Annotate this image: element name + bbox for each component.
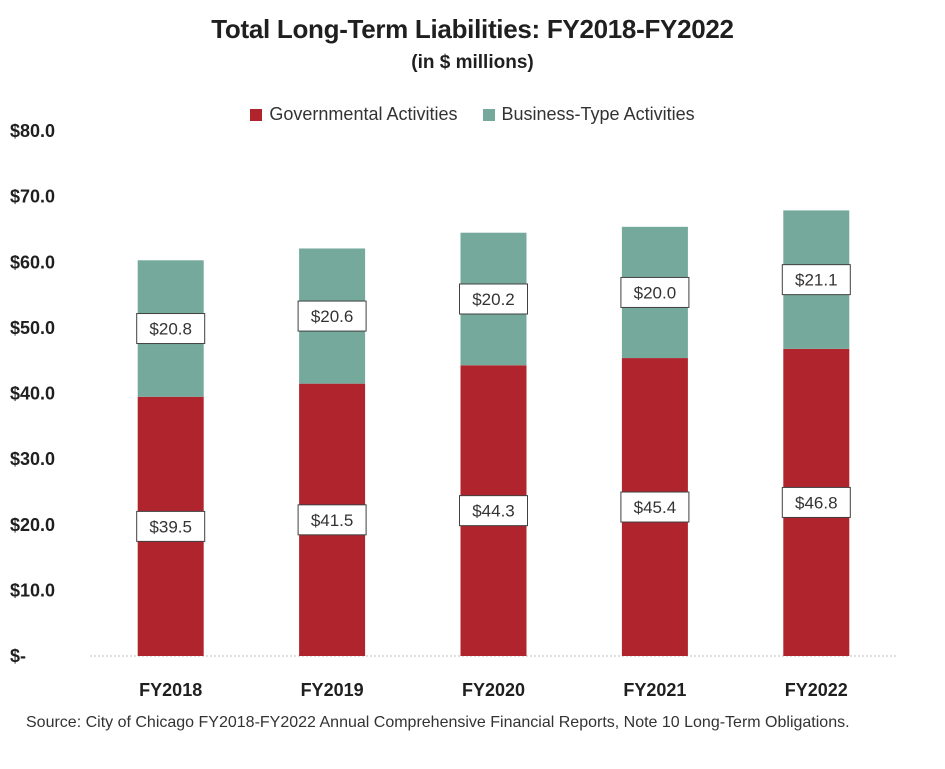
y-tick-label: $70.0: [10, 187, 55, 207]
data-label: $20.6: [311, 307, 354, 326]
data-label-box: [459, 283, 528, 315]
y-tick-label: $10.0: [10, 580, 55, 600]
data-label: $20.0: [634, 283, 677, 302]
data-label-box: [781, 486, 851, 518]
x-tick-label: FY2022: [785, 680, 848, 700]
x-tick-label: FY2018: [139, 680, 202, 700]
data-label: $41.5: [311, 511, 354, 530]
data-label-box: [620, 491, 690, 523]
data-label: $20.8: [149, 320, 192, 339]
data-label-box: [297, 300, 367, 332]
data-label-box: [136, 313, 206, 345]
legend-label-business-type: Business-Type Activities: [501, 104, 695, 124]
data-label: $45.4: [634, 498, 677, 517]
legend-item-governmental: Governmental Activities: [250, 104, 457, 125]
y-tick-label: $50.0: [10, 318, 55, 338]
chart-subtitle: (in $ millions): [411, 52, 534, 73]
data-label: $39.5: [149, 517, 192, 536]
x-tick-label: FY2019: [301, 680, 364, 700]
legend: Governmental Activities Business-Type Ac…: [0, 104, 945, 126]
x-tick-label: FY2020: [462, 680, 525, 700]
data-label-box: [459, 495, 528, 527]
y-tick-label: $30.0: [10, 449, 55, 469]
chart-title: Total Long-Term Liabilities: FY2018-FY20…: [211, 14, 734, 44]
legend-item-business-type: Business-Type Activities: [482, 104, 695, 125]
y-tick-label: $20.0: [10, 515, 55, 535]
legend-swatch-business-type: [482, 108, 495, 121]
data-label: $21.1: [795, 271, 838, 290]
data-label-box: [297, 504, 367, 536]
y-tick-label: $60.0: [10, 252, 55, 272]
data-label-box: [136, 510, 206, 542]
source-note: Source: City of Chicago FY2018-FY2022 An…: [26, 714, 850, 731]
data-label: $44.3: [472, 502, 515, 521]
y-tick-label: $40.0: [10, 384, 55, 404]
y-tick-label: $80.0: [10, 121, 55, 141]
x-tick-label: FY2021: [623, 680, 686, 700]
data-label: $46.8: [795, 493, 838, 512]
y-tick-label: $-: [10, 646, 26, 666]
data-label-box: [620, 276, 690, 308]
data-label: $20.2: [472, 290, 515, 309]
legend-label-governmental: Governmental Activities: [269, 104, 458, 124]
data-label-box: [781, 264, 851, 296]
legend-swatch-governmental: [250, 108, 263, 121]
